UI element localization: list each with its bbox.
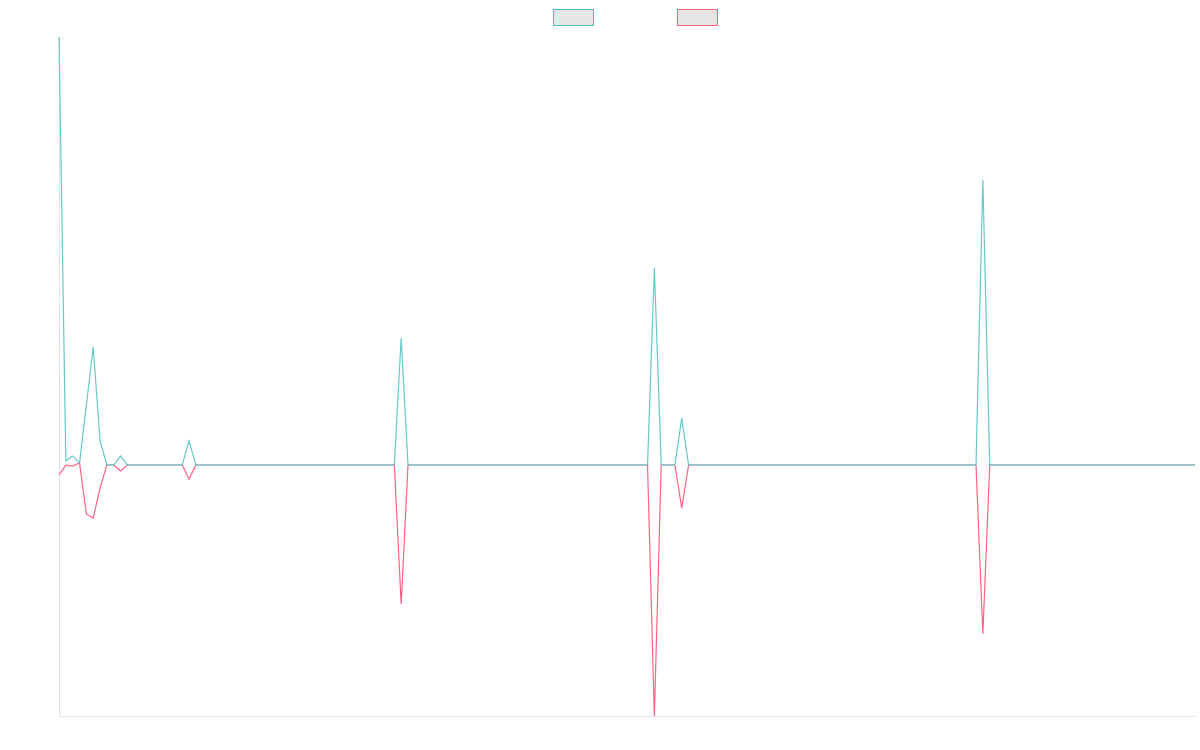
data-line [58, 462, 1195, 717]
legend-swatch[interactable] [677, 9, 718, 26]
legend-swatch[interactable] [553, 9, 594, 26]
data-line [58, 36, 1195, 466]
